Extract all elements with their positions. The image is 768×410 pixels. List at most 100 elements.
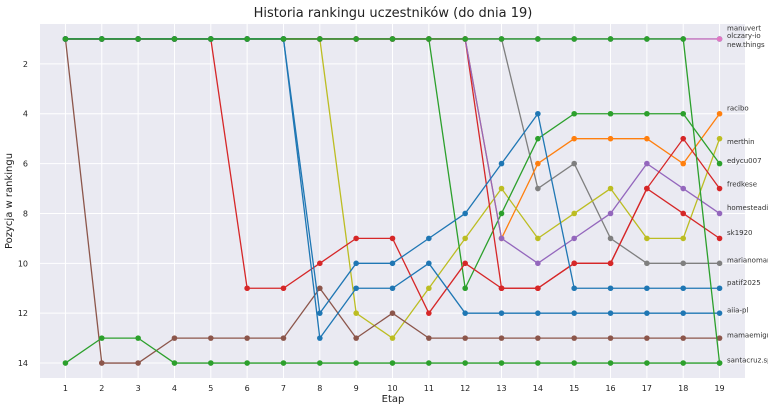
data-point (644, 360, 650, 366)
x-tick-label: 13 (496, 384, 506, 393)
data-point (535, 110, 541, 117)
data-point (607, 210, 614, 217)
series-end-label: manuvert (727, 25, 761, 33)
data-point (171, 36, 178, 42)
data-point (462, 285, 468, 292)
data-point (426, 36, 432, 42)
data-point (644, 135, 650, 142)
series-marianomariano (62, 36, 723, 366)
x-tick-label: 16 (605, 384, 615, 393)
data-point (135, 360, 141, 366)
y-tick-label: 8 (23, 209, 28, 218)
data-point (571, 235, 578, 242)
data-point (571, 110, 578, 117)
data-point (171, 335, 178, 341)
data-point (98, 360, 105, 366)
data-point (353, 285, 359, 292)
data-point (353, 335, 359, 341)
data-point (98, 36, 105, 42)
data-point (680, 160, 687, 167)
data-point (535, 36, 541, 42)
data-point (426, 260, 432, 267)
data-point (426, 335, 432, 341)
data-point (98, 335, 105, 341)
data-point (607, 335, 614, 341)
data-point (607, 36, 614, 42)
series-end-label: marianomariano (727, 257, 768, 265)
data-point (644, 160, 650, 167)
data-point (207, 36, 214, 42)
series-end-label: racibo (727, 105, 749, 113)
data-point (607, 235, 614, 242)
x-tick-label: 18 (678, 384, 688, 393)
data-point (680, 285, 687, 292)
series-end-label: santacruz.sports (727, 356, 768, 364)
data-point (607, 185, 614, 192)
data-point (716, 135, 723, 142)
data-point (607, 310, 614, 316)
data-point (607, 135, 614, 142)
data-point (135, 36, 141, 42)
data-point (680, 210, 687, 217)
data-point (716, 360, 723, 366)
data-point (498, 36, 505, 42)
data-point (716, 310, 723, 316)
data-point (644, 235, 650, 242)
data-point (207, 335, 214, 341)
data-point (571, 160, 578, 167)
x-tick-label: 3 (136, 384, 141, 393)
data-point (535, 360, 541, 366)
data-point (680, 185, 687, 192)
y-tick-label: 2 (23, 60, 28, 69)
data-point (207, 360, 214, 366)
data-point (389, 260, 396, 267)
data-point (317, 285, 323, 292)
data-point (716, 210, 723, 217)
data-point (353, 360, 359, 366)
series-end-label: edycu007 (727, 157, 762, 165)
data-point (317, 310, 323, 316)
x-tick-label: 19 (714, 384, 724, 393)
y-tick-label: 6 (23, 160, 28, 169)
data-point (535, 285, 541, 292)
y-axis-label: Pozycja w rankingu (4, 153, 15, 249)
data-point (462, 310, 468, 316)
data-point (426, 310, 432, 316)
data-point (535, 160, 541, 167)
data-point (680, 235, 687, 242)
data-point (716, 36, 723, 42)
x-tick-label: 6 (245, 384, 250, 393)
data-point (535, 235, 541, 242)
data-point (571, 360, 578, 366)
data-point (644, 285, 650, 292)
data-point (62, 360, 69, 366)
x-tick-label: 1 (63, 384, 68, 393)
data-point (317, 360, 323, 366)
series-end-label: patif2025 (727, 279, 761, 287)
data-point (535, 185, 541, 192)
series-end-label: fredkese (727, 181, 757, 189)
data-point (535, 260, 541, 267)
x-tick-label: 11 (424, 384, 434, 393)
data-point (462, 260, 468, 267)
data-point (426, 285, 432, 292)
data-point (571, 210, 578, 217)
data-point (680, 36, 687, 42)
data-point (244, 36, 250, 42)
data-point (644, 260, 650, 267)
data-point (389, 36, 396, 42)
data-point (607, 260, 614, 267)
data-point (498, 285, 505, 292)
x-tick-label: 5 (208, 384, 213, 393)
data-point (680, 360, 687, 366)
data-point (389, 310, 396, 316)
data-point (462, 335, 468, 341)
data-point (317, 335, 323, 341)
data-point (716, 260, 723, 267)
chart-title: Historia rankingu uczestników (do dnia 1… (254, 6, 533, 21)
y-tick-label: 14 (18, 359, 28, 368)
data-point (680, 135, 687, 142)
series-end-label: merthin (727, 138, 755, 146)
x-tick-label: 9 (354, 384, 359, 393)
